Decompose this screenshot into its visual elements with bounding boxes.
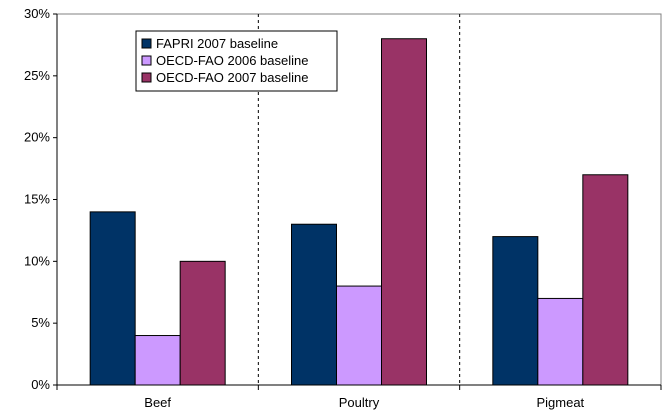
- x-tick-label: Beef: [144, 395, 171, 410]
- legend-label: OECD-FAO 2007 baseline: [156, 70, 308, 85]
- x-tick-label: Pigmeat: [536, 395, 584, 410]
- legend-swatch: [141, 38, 152, 49]
- bars-group: [89, 38, 629, 386]
- y-tick-label: 30%: [24, 6, 50, 21]
- bar: [336, 285, 382, 386]
- y-tick-label: 0%: [31, 377, 50, 392]
- axes-group: 0% 5% 10% 15% 20% 25% 30% Beef Poultry Pigmeat: [24, 6, 662, 410]
- bar: [291, 223, 337, 386]
- legend-box: [135, 30, 338, 92]
- bar: [381, 38, 427, 386]
- bar: [582, 174, 629, 386]
- bar: [134, 335, 181, 386]
- y-tick-label: 25%: [24, 68, 50, 83]
- bar: [179, 260, 226, 386]
- y-tick-label: 10%: [24, 253, 50, 268]
- bar: [89, 211, 136, 386]
- bar: [537, 297, 584, 386]
- x-tick-label: Poultry: [339, 395, 380, 410]
- bar: [492, 236, 539, 386]
- legend-label: FAPRI 2007 baseline: [156, 36, 278, 51]
- y-tick-label: 15%: [24, 192, 50, 207]
- legend-swatch: [141, 55, 152, 66]
- y-tick-label: 20%: [24, 130, 50, 145]
- legend-label: OECD-FAO 2006 baseline: [156, 53, 308, 68]
- y-tick-label: 5%: [31, 315, 50, 330]
- legend: FAPRI 2007 baseline OECD-FAO 2006 baselin…: [135, 30, 338, 92]
- legend-swatch: [141, 72, 152, 83]
